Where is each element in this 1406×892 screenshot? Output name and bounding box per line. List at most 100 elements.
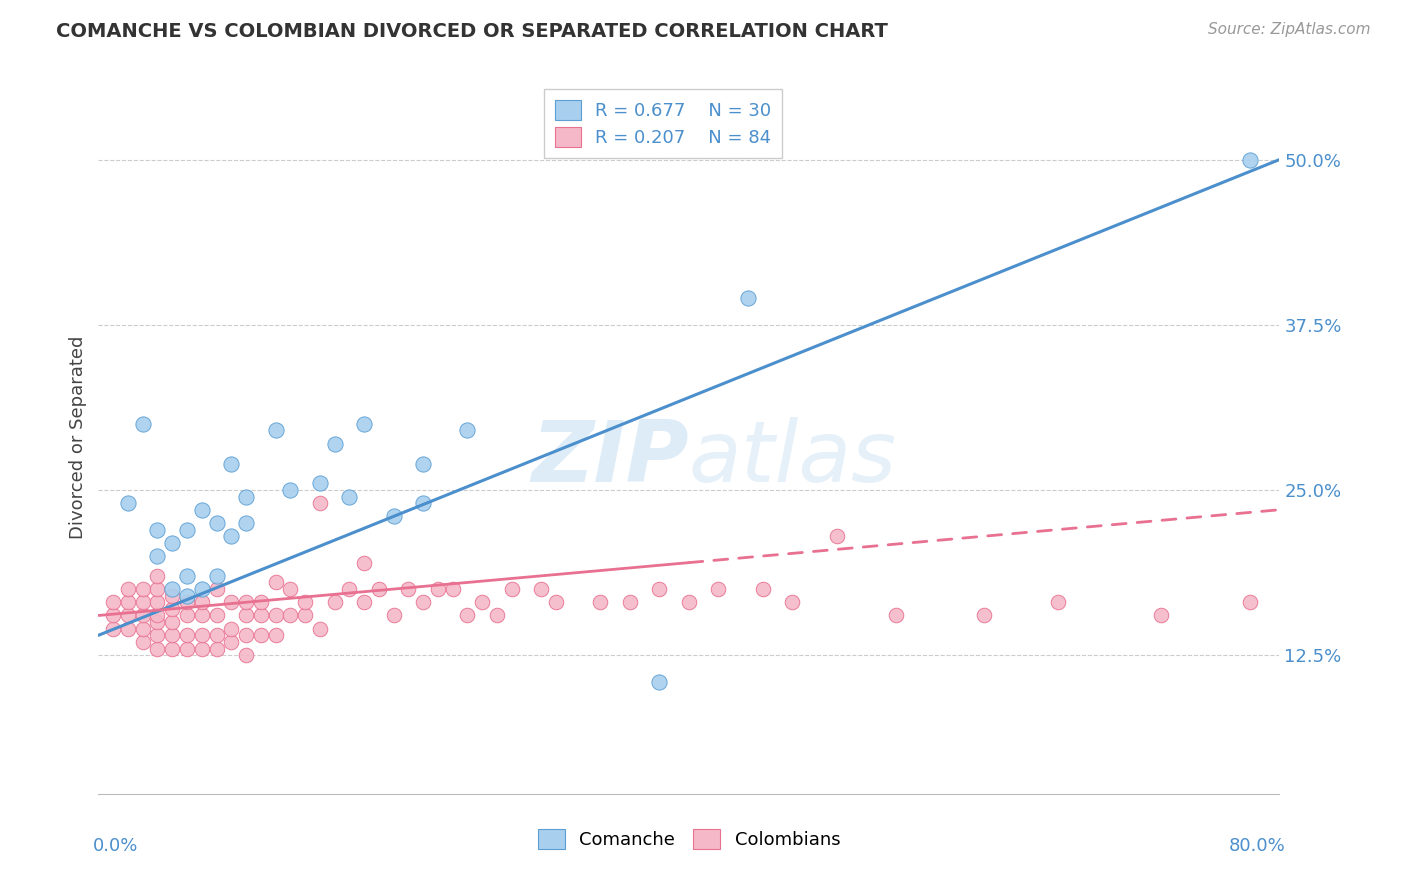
Point [278, 582, 302, 596]
Point [323, 436, 346, 450]
Point [250, 608, 273, 623]
Point [412, 595, 434, 609]
Point [707, 582, 730, 596]
Point [191, 502, 214, 516]
Point [412, 457, 434, 471]
Point [264, 608, 287, 623]
Point [235, 516, 257, 530]
Point [264, 575, 287, 590]
Point [191, 582, 214, 596]
Point [973, 608, 995, 623]
Point [782, 595, 804, 609]
Point [235, 608, 257, 623]
Point [323, 595, 346, 609]
Point [456, 424, 478, 438]
Point [162, 589, 183, 603]
Point [162, 582, 183, 596]
Point [146, 628, 169, 642]
Point [132, 608, 155, 623]
Text: COMANCHE VS COLOMBIAN DIVORCED OR SEPARATED CORRELATION CHART: COMANCHE VS COLOMBIAN DIVORCED OR SEPARA… [56, 22, 889, 41]
Point [162, 602, 183, 616]
Point [309, 496, 332, 510]
Point [486, 608, 509, 623]
Point [117, 496, 139, 510]
Point [117, 622, 139, 636]
Point [353, 417, 375, 431]
Point [176, 595, 198, 609]
Text: 0.0%: 0.0% [93, 837, 138, 855]
Point [219, 529, 242, 543]
Point [278, 483, 302, 497]
Point [219, 622, 242, 636]
Point [146, 523, 169, 537]
Point [530, 582, 553, 596]
Point [146, 582, 169, 596]
Point [884, 608, 907, 623]
Point [250, 628, 273, 642]
Point [648, 674, 671, 689]
Point [146, 615, 169, 629]
Point [382, 509, 405, 524]
Point [264, 424, 287, 438]
Point [1150, 608, 1173, 623]
Legend: Comanche, Colombians: Comanche, Colombians [530, 822, 848, 856]
Point [146, 595, 169, 609]
Point [191, 608, 214, 623]
Point [191, 628, 214, 642]
Point [132, 417, 155, 431]
Point [146, 641, 169, 656]
Point [339, 582, 360, 596]
Point [219, 457, 242, 471]
Point [176, 628, 198, 642]
Point [235, 648, 257, 662]
Point [176, 608, 198, 623]
Point [619, 595, 641, 609]
Point [205, 608, 228, 623]
Point [678, 595, 700, 609]
Point [456, 608, 478, 623]
Point [294, 595, 316, 609]
Point [219, 635, 242, 649]
Point [235, 595, 257, 609]
Point [278, 608, 302, 623]
Point [132, 635, 155, 649]
Point [396, 582, 419, 596]
Point [427, 582, 450, 596]
Point [382, 608, 405, 623]
Point [825, 529, 848, 543]
Text: atlas: atlas [689, 417, 897, 500]
Point [191, 595, 214, 609]
Point [353, 556, 375, 570]
Point [162, 628, 183, 642]
Point [103, 608, 125, 623]
Point [339, 490, 360, 504]
Point [471, 595, 494, 609]
Point [176, 523, 198, 537]
Point [648, 582, 671, 596]
Point [162, 536, 183, 550]
Point [368, 582, 391, 596]
Point [250, 595, 273, 609]
Point [146, 569, 169, 583]
Point [546, 595, 568, 609]
Point [1239, 153, 1261, 167]
Point [205, 641, 228, 656]
Point [146, 608, 169, 623]
Point [441, 582, 464, 596]
Text: 80.0%: 80.0% [1229, 837, 1285, 855]
Point [132, 582, 155, 596]
Point [162, 615, 183, 629]
Point [235, 628, 257, 642]
Point [117, 595, 139, 609]
Point [146, 549, 169, 563]
Point [294, 608, 316, 623]
Point [219, 595, 242, 609]
Point [737, 291, 759, 305]
Y-axis label: Divorced or Separated: Divorced or Separated [69, 335, 87, 539]
Point [205, 569, 228, 583]
Point [205, 628, 228, 642]
Point [205, 582, 228, 596]
Point [132, 595, 155, 609]
Point [191, 641, 214, 656]
Point [117, 582, 139, 596]
